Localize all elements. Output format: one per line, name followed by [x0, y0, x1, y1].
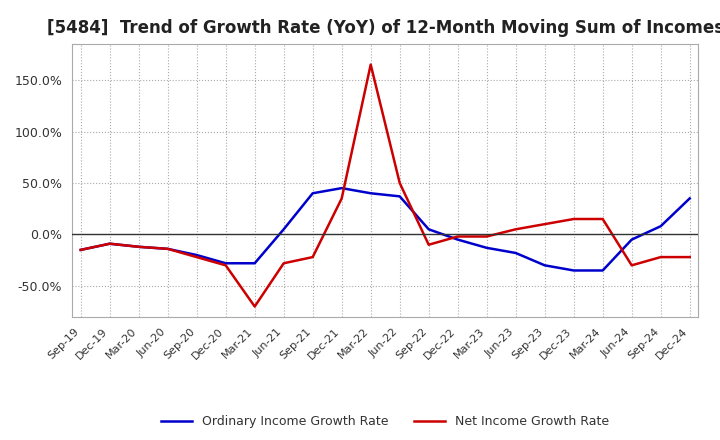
Net Income Growth Rate: [685, 254, 694, 260]
Ordinary Income Growth Rate: [570, 268, 578, 273]
Ordinary Income Growth Rate: [366, 191, 375, 196]
Net Income Growth Rate: [76, 247, 85, 253]
Net Income Growth Rate: [279, 260, 288, 266]
Ordinary Income Growth Rate: [541, 263, 549, 268]
Net Income Growth Rate: [105, 241, 114, 246]
Ordinary Income Growth Rate: [685, 196, 694, 201]
Title: [5484]  Trend of Growth Rate (YoY) of 12-Month Moving Sum of Incomes: [5484] Trend of Growth Rate (YoY) of 12-…: [47, 19, 720, 37]
Net Income Growth Rate: [454, 234, 462, 239]
Net Income Growth Rate: [308, 254, 317, 260]
Net Income Growth Rate: [163, 246, 172, 252]
Net Income Growth Rate: [395, 180, 404, 186]
Net Income Growth Rate: [424, 242, 433, 247]
Net Income Growth Rate: [598, 216, 607, 222]
Net Income Growth Rate: [482, 234, 491, 239]
Net Income Growth Rate: [541, 221, 549, 227]
Ordinary Income Growth Rate: [482, 245, 491, 250]
Net Income Growth Rate: [366, 62, 375, 67]
Ordinary Income Growth Rate: [105, 241, 114, 246]
Net Income Growth Rate: [251, 304, 259, 309]
Line: Net Income Growth Rate: Net Income Growth Rate: [81, 65, 690, 307]
Ordinary Income Growth Rate: [279, 227, 288, 232]
Ordinary Income Growth Rate: [598, 268, 607, 273]
Ordinary Income Growth Rate: [627, 237, 636, 242]
Net Income Growth Rate: [570, 216, 578, 222]
Ordinary Income Growth Rate: [221, 260, 230, 266]
Net Income Growth Rate: [627, 263, 636, 268]
Ordinary Income Growth Rate: [308, 191, 317, 196]
Net Income Growth Rate: [657, 254, 665, 260]
Net Income Growth Rate: [338, 196, 346, 201]
Net Income Growth Rate: [221, 263, 230, 268]
Ordinary Income Growth Rate: [657, 224, 665, 229]
Ordinary Income Growth Rate: [454, 237, 462, 242]
Ordinary Income Growth Rate: [251, 260, 259, 266]
Net Income Growth Rate: [511, 227, 520, 232]
Legend: Ordinary Income Growth Rate, Net Income Growth Rate: Ordinary Income Growth Rate, Net Income …: [156, 411, 614, 433]
Ordinary Income Growth Rate: [511, 250, 520, 256]
Ordinary Income Growth Rate: [76, 247, 85, 253]
Ordinary Income Growth Rate: [135, 244, 143, 249]
Ordinary Income Growth Rate: [395, 194, 404, 199]
Net Income Growth Rate: [135, 244, 143, 249]
Ordinary Income Growth Rate: [163, 246, 172, 252]
Line: Ordinary Income Growth Rate: Ordinary Income Growth Rate: [81, 188, 690, 271]
Net Income Growth Rate: [192, 254, 201, 260]
Ordinary Income Growth Rate: [338, 186, 346, 191]
Ordinary Income Growth Rate: [424, 227, 433, 232]
Ordinary Income Growth Rate: [192, 253, 201, 258]
